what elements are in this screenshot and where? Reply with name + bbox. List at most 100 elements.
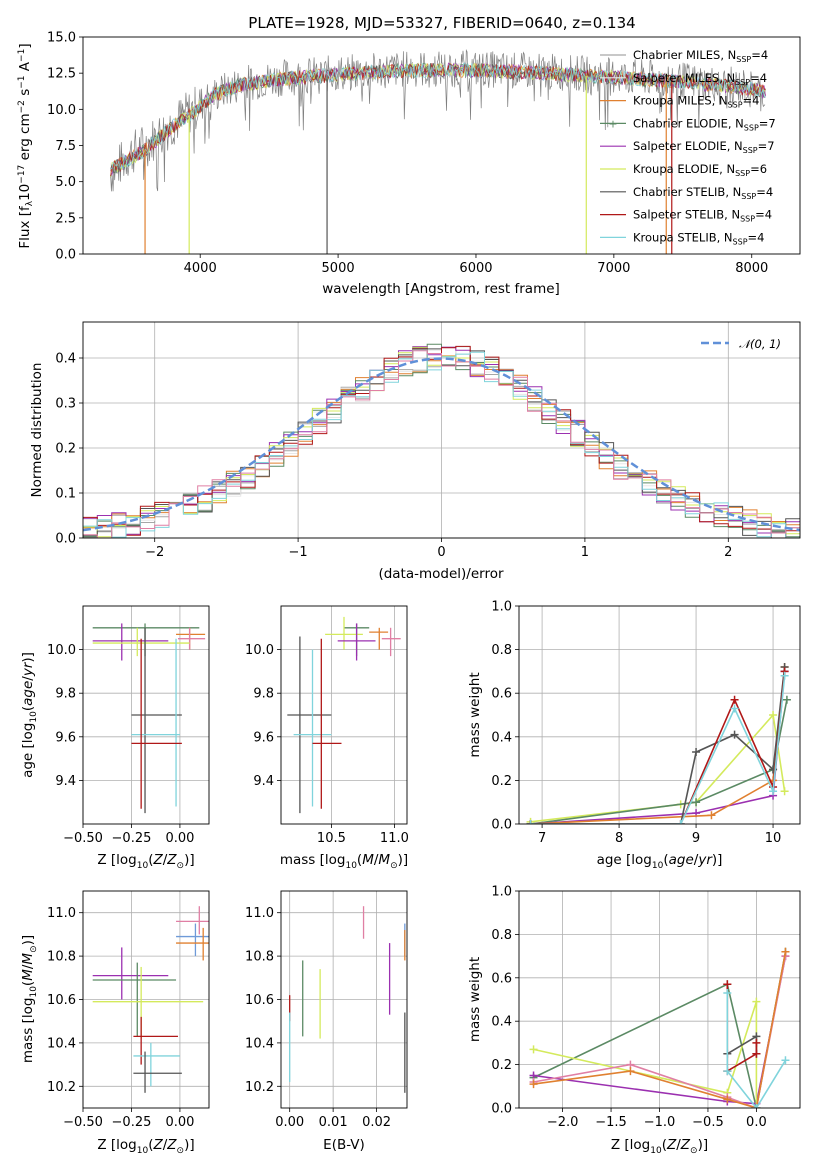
y-tick-label: 9.8 — [55, 687, 76, 702]
label-part: Z — [152, 852, 163, 868]
label-part: yr — [697, 852, 713, 868]
label-part: 10 — [29, 711, 39, 723]
label-part: / — [20, 676, 36, 681]
label-part: erg cm — [17, 113, 33, 164]
axes-frame — [280, 605, 408, 825]
y-axis-label: Normed distribution — [29, 363, 45, 498]
label-part: yr — [20, 661, 36, 677]
label-part: 10 — [17, 184, 33, 201]
label-part: age — [20, 681, 36, 706]
label-part: ⊙ — [177, 1146, 185, 1156]
label-part: SSP — [744, 123, 759, 132]
label-part: 10 — [652, 861, 664, 871]
y-tick-label: 10.6 — [245, 993, 274, 1008]
weight-point-marker — [782, 695, 791, 704]
legend-label: Kroupa ELODIE, NSSP=6 — [633, 162, 767, 178]
weight-point-marker — [780, 671, 789, 680]
label-part: SSP — [733, 237, 748, 246]
x-tick-label: 2 — [724, 545, 732, 560]
weight-series-line — [530, 713, 786, 823]
weight-point-marker — [769, 711, 778, 719]
label-part: λ — [25, 200, 35, 206]
y-axis-label: age [log10(age/yr)] — [20, 652, 39, 778]
label-part: SSP — [743, 146, 758, 155]
label-part: Z [log — [97, 1137, 136, 1153]
x-tick-label: 7000 — [597, 261, 630, 276]
label-part: s — [17, 89, 33, 100]
weight-point-marker — [723, 988, 732, 997]
label-part: )] — [712, 852, 723, 868]
legend-label: Kroupa MILES, NSSP=4 — [633, 94, 759, 110]
weight-point-marker — [707, 811, 716, 820]
label-part: Chabrier ELODIE, N — [633, 116, 744, 130]
x-tick-label: 0.00 — [165, 1115, 194, 1130]
label-part: −1 — [17, 49, 27, 62]
plot-area — [529, 947, 790, 1108]
weight-series-line — [530, 671, 786, 824]
legend-label: Chabrier MILES, NSSP=4 — [633, 48, 768, 64]
legend-label: Salpeter ELODIE, NSSP=7 — [633, 139, 775, 155]
y-tick-label: 0.0 — [55, 532, 76, 547]
y-tick-label: 9.8 — [253, 687, 274, 702]
plot-area — [92, 623, 206, 814]
label-part: SSP — [735, 78, 750, 87]
label-part: ] — [17, 43, 33, 48]
x-tick-label: 10.5 — [317, 831, 346, 846]
label-part: 10 — [29, 986, 39, 998]
label-part: )] — [20, 935, 36, 946]
x-tick-label: 4000 — [184, 261, 217, 276]
weight-series-line — [530, 699, 788, 824]
weight-series-line — [530, 666, 786, 824]
y-axis-label: mass weight — [467, 672, 483, 757]
y-tick-label: 10.2 — [47, 1080, 76, 1095]
model-spectrum-line — [110, 63, 766, 177]
weight-point-marker — [526, 820, 535, 824]
label-part: =4 — [756, 185, 773, 199]
model-spectrum-line — [110, 62, 766, 170]
x-tick-label: −0.5 — [692, 1115, 724, 1130]
label-part: Chabrier STELIB, N — [633, 185, 741, 199]
weight-point-marker — [692, 798, 701, 807]
y-tick-label: 10.2 — [245, 1080, 274, 1095]
plot-area — [83, 343, 800, 538]
plot-area — [526, 663, 791, 824]
label-part: 10 — [345, 861, 357, 871]
panel-mass-vs-metallicity: −0.50 −0.25 0.00 10.2 10.4 10.6 10.8 11.0 Z [log… — [20, 890, 210, 1156]
y-tick-label: 0.4 — [491, 1015, 512, 1030]
y-tick-label: 11.0 — [245, 906, 274, 921]
label-part: =7 — [758, 139, 775, 153]
label-part: ( — [662, 1137, 667, 1153]
y-tick-label: 0.8 — [491, 928, 512, 943]
label-part: −1 — [17, 75, 27, 88]
weight-series-line — [726, 984, 758, 1073]
label-part: )] — [184, 1137, 195, 1153]
label-part: 10 — [137, 861, 149, 871]
x-tick-label: 8000 — [735, 261, 768, 276]
label-part: / — [163, 1137, 168, 1153]
y-tick-label: 9.6 — [55, 730, 76, 745]
weight-point-marker — [626, 1067, 635, 1076]
x-tick-label: −0.50 — [63, 1115, 103, 1130]
x-tick-label: −1 — [289, 545, 308, 560]
x-tick-label: 0.00 — [275, 1115, 304, 1130]
x-tick-label: 0.02 — [362, 1115, 391, 1130]
label-part: −2 — [17, 100, 27, 113]
label-part: =4 — [748, 230, 765, 244]
label-part: Salpeter ELODIE, N — [633, 139, 743, 153]
y-tick-label: 0.4 — [55, 352, 76, 367]
x-axis-label: E(B-V) — [323, 1137, 365, 1153]
y-axis-label: mass [log10(M/M⊙)] — [20, 935, 39, 1063]
x-tick-label: 8 — [615, 831, 623, 846]
weight-series-line — [726, 993, 787, 1108]
weight-series-line — [533, 1001, 758, 1108]
label-part: ( — [20, 981, 36, 986]
weight-series-line — [726, 1034, 758, 1055]
weight-point-marker — [723, 1067, 732, 1076]
plot-area — [287, 616, 401, 814]
y-tick-label: 0.2 — [491, 1058, 512, 1073]
label-part: =6 — [750, 162, 767, 176]
label-part: =4 — [750, 71, 767, 85]
x-tick-label: 0.00 — [165, 831, 194, 846]
weight-point-marker — [752, 997, 761, 1006]
